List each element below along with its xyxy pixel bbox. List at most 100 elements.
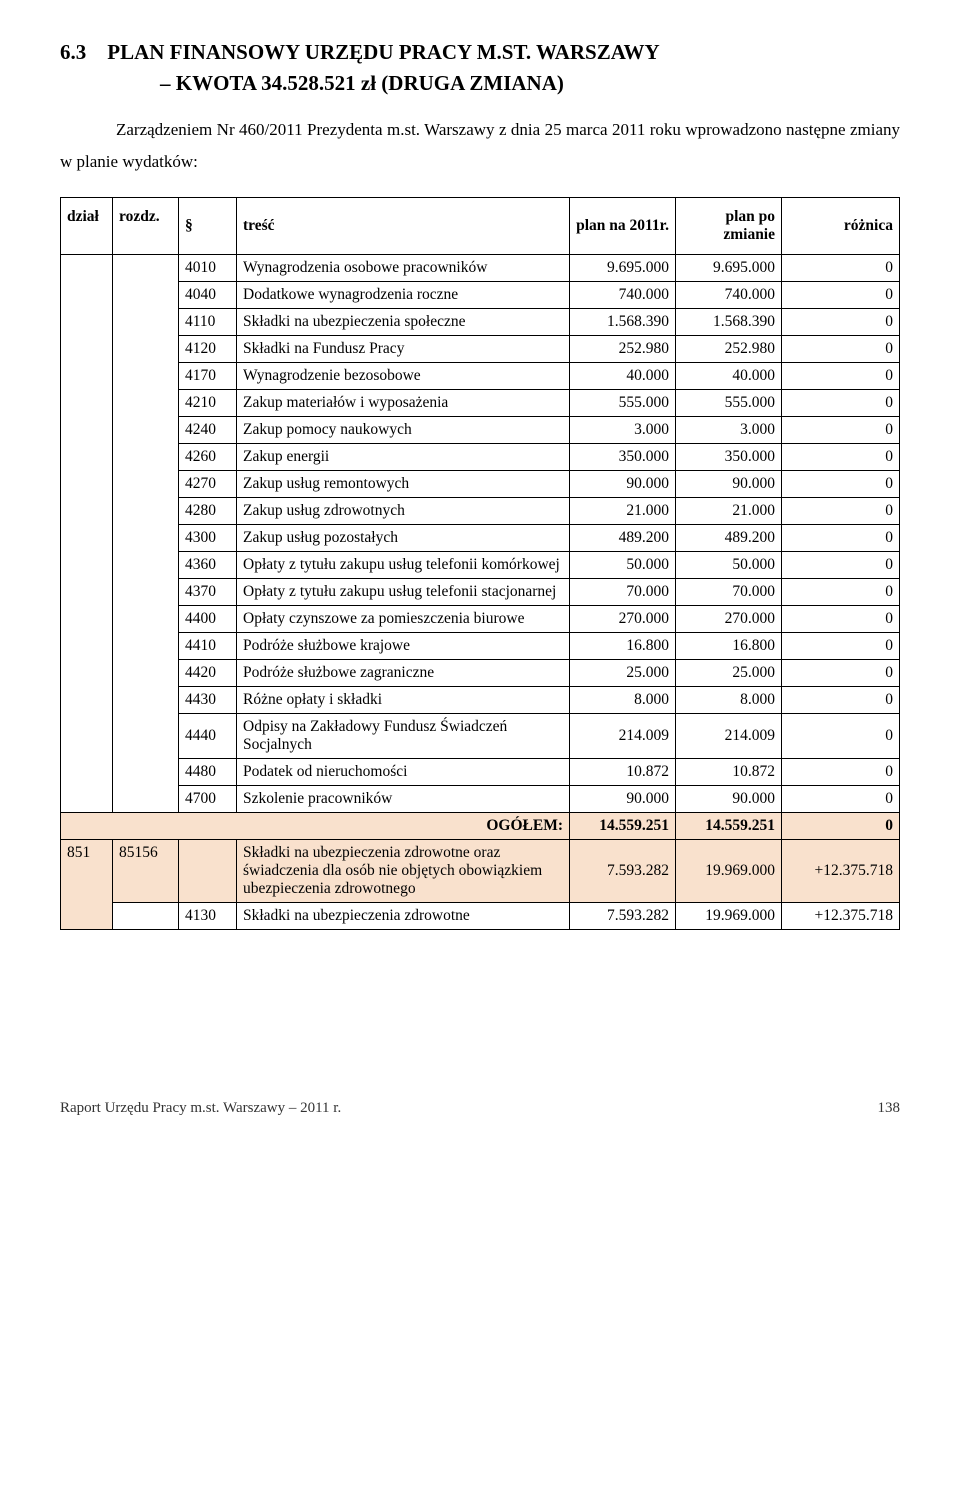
- col-header-dzial: dział: [61, 197, 113, 254]
- table-row: 4400Opłaty czynszowe za pomieszczenia bi…: [61, 605, 900, 632]
- cell-plan: 16.800: [570, 632, 676, 659]
- cell-para: 4700: [179, 785, 237, 812]
- budget-table: dział rozdz. § treść plan na 2011r. plan…: [60, 197, 900, 930]
- ogolem-planpo: 14.559.251: [676, 812, 782, 839]
- table-row: 4040Dodatkowe wynagrodzenia roczne740.00…: [61, 281, 900, 308]
- cell-plan: 252.980: [570, 335, 676, 362]
- cell-planpo: 40.000: [676, 362, 782, 389]
- col-header-rozdz: rozdz.: [113, 197, 179, 254]
- cell-tresc: Zakup pomocy naukowych: [237, 416, 570, 443]
- rozn-4130: +12.375.718: [782, 902, 900, 929]
- cell-rozn: 0: [782, 605, 900, 632]
- cell-rozn: 0: [782, 281, 900, 308]
- cell-tresc: Zakup usług pozostałych: [237, 524, 570, 551]
- cell-tresc: Opłaty z tytułu zakupu usług telefonii k…: [237, 551, 570, 578]
- cell-planpo: 252.980: [676, 335, 782, 362]
- cell-tresc: Zakup usług remontowych: [237, 470, 570, 497]
- ogolem-rozn: 0: [782, 812, 900, 839]
- cell-planpo: 214.009: [676, 713, 782, 758]
- table-row: 4360Opłaty z tytułu zakupu usług telefon…: [61, 551, 900, 578]
- table-row: 4420Podróże służbowe zagraniczne25.00025…: [61, 659, 900, 686]
- cell-tresc: Podróże służbowe krajowe: [237, 632, 570, 659]
- planpo-4130: 19.969.000: [676, 902, 782, 929]
- tresc-4130: Składki na ubezpieczenia zdrowotne: [237, 902, 570, 929]
- cell-planpo: 3.000: [676, 416, 782, 443]
- table-row: 4480Podatek od nieruchomości10.87210.872…: [61, 758, 900, 785]
- cell-rozn: 0: [782, 497, 900, 524]
- rozn-85156: +12.375.718: [782, 839, 900, 902]
- cell-planpo: 50.000: [676, 551, 782, 578]
- cell-rozn: 0: [782, 551, 900, 578]
- cell-plan: 350.000: [570, 443, 676, 470]
- cell-para: 4430: [179, 686, 237, 713]
- col-header-roznica: różnica: [782, 197, 900, 254]
- rozdz-85156: 85156: [113, 839, 179, 902]
- cell-plan: 1.568.390: [570, 308, 676, 335]
- cell-plan: 25.000: [570, 659, 676, 686]
- cell-para: 4120: [179, 335, 237, 362]
- cell-plan: 90.000: [570, 470, 676, 497]
- cell-tresc: Podróże służbowe zagraniczne: [237, 659, 570, 686]
- cell-para: 4110: [179, 308, 237, 335]
- cell-planpo: 8.000: [676, 686, 782, 713]
- cell-para: 4240: [179, 416, 237, 443]
- cell-para: 4420: [179, 659, 237, 686]
- tresc-85156: Składki na ubezpieczenia zdrowotne oraz …: [237, 839, 570, 902]
- para-blank: [179, 839, 237, 902]
- cell-planpo: 90.000: [676, 785, 782, 812]
- cell-planpo: 10.872: [676, 758, 782, 785]
- cell-para: 4270: [179, 470, 237, 497]
- cell-rozn: 0: [782, 758, 900, 785]
- cell-planpo: 555.000: [676, 389, 782, 416]
- cell-rozn: 0: [782, 686, 900, 713]
- cell-rozn: 0: [782, 362, 900, 389]
- cell-planpo: 740.000: [676, 281, 782, 308]
- cell-planpo: 90.000: [676, 470, 782, 497]
- footer-left: Raport Urzędu Pracy m.st. Warszawy – 201…: [60, 1100, 341, 1117]
- cell-rozn: 0: [782, 578, 900, 605]
- cell-tresc: Wynagrodzenia osobowe pracowników: [237, 254, 570, 281]
- plan-85156: 7.593.282: [570, 839, 676, 902]
- cell-planpo: 70.000: [676, 578, 782, 605]
- cell-tresc: Podatek od nieruchomości: [237, 758, 570, 785]
- cell-para: 4400: [179, 605, 237, 632]
- cell-para: 4360: [179, 551, 237, 578]
- cell-para: 4210: [179, 389, 237, 416]
- cell-tresc: Wynagrodzenie bezosobowe: [237, 362, 570, 389]
- cell-plan: 50.000: [570, 551, 676, 578]
- cell-para: 4170: [179, 362, 237, 389]
- table-row: 4120Składki na Fundusz Pracy252.980252.9…: [61, 335, 900, 362]
- cell-planpo: 9.695.000: [676, 254, 782, 281]
- intro-paragraph: Zarządzeniem Nr 460/2011 Prezydenta m.st…: [60, 114, 900, 179]
- cell-rozn: 0: [782, 713, 900, 758]
- cell-plan: 555.000: [570, 389, 676, 416]
- ogolem-plan: 14.559.251: [570, 812, 676, 839]
- cell-plan: 740.000: [570, 281, 676, 308]
- cell-plan: 489.200: [570, 524, 676, 551]
- cell-tresc: Opłaty czynszowe za pomieszczenia biurow…: [237, 605, 570, 632]
- cell-para: 4300: [179, 524, 237, 551]
- cell-para: 4440: [179, 713, 237, 758]
- heading-line-2: – KWOTA 34.528.521 zł (DRUGA ZMIANA): [60, 71, 900, 96]
- cell-para: 4010: [179, 254, 237, 281]
- cell-plan: 270.000: [570, 605, 676, 632]
- cell-planpo: 16.800: [676, 632, 782, 659]
- cell-tresc: Różne opłaty i składki: [237, 686, 570, 713]
- plan-4130: 7.593.282: [570, 902, 676, 929]
- cell-tresc: Szkolenie pracowników: [237, 785, 570, 812]
- cell-para: 4370: [179, 578, 237, 605]
- table-row: 4170Wynagrodzenie bezosobowe40.00040.000…: [61, 362, 900, 389]
- planpo-85156: 19.969.000: [676, 839, 782, 902]
- table-row: 4260Zakup energii350.000350.0000: [61, 443, 900, 470]
- rozdz-blank: [113, 254, 179, 812]
- cell-tresc: Opłaty z tytułu zakupu usług telefonii s…: [237, 578, 570, 605]
- col-header-planpo: plan po zmianie: [676, 197, 782, 254]
- cell-rozn: 0: [782, 470, 900, 497]
- cell-rozn: 0: [782, 443, 900, 470]
- cell-plan: 8.000: [570, 686, 676, 713]
- cell-tresc: Zakup energii: [237, 443, 570, 470]
- col-header-plan: plan na 2011r.: [570, 197, 676, 254]
- dzial-851: 851: [61, 839, 113, 929]
- table-row: 4370Opłaty z tytułu zakupu usług telefon…: [61, 578, 900, 605]
- cell-rozn: 0: [782, 335, 900, 362]
